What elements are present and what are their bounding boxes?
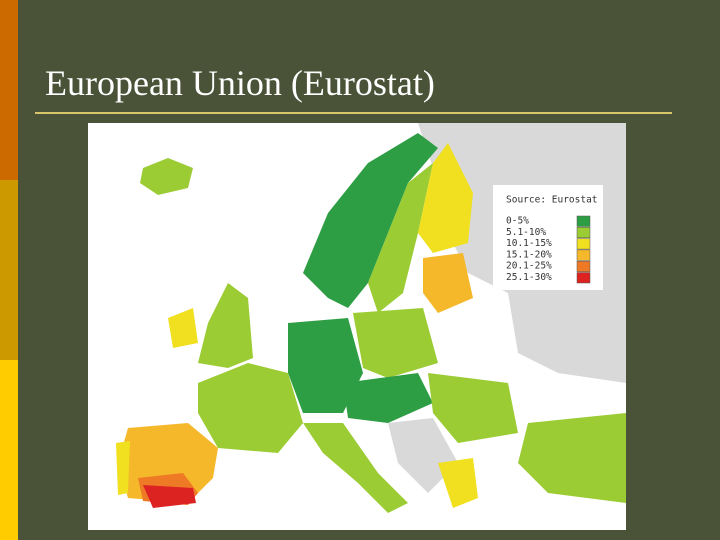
legend-label: 0-5% xyxy=(506,216,529,227)
legend-label: 15.1-20% xyxy=(506,249,552,260)
map: Source: Eurostat 0-5%5.1-10%10.1-15%15.1… xyxy=(88,123,626,530)
title-rule xyxy=(35,112,672,114)
baltics xyxy=(423,253,473,313)
legend-label: 20.1-25% xyxy=(506,261,552,272)
greece xyxy=(438,458,478,508)
legend-source: Source: Eurostat xyxy=(506,195,598,206)
legend: Source: Eurostat 0-5%5.1-10%10.1-15%15.1… xyxy=(506,195,598,284)
legend-label: 25.1-30% xyxy=(506,272,552,283)
norway xyxy=(303,133,438,308)
andalusia xyxy=(143,485,196,508)
accent-strip xyxy=(0,360,18,540)
legend-swatch xyxy=(576,260,591,272)
accent-strip xyxy=(0,180,18,360)
iceland xyxy=(140,158,193,195)
italy xyxy=(303,423,408,513)
france xyxy=(198,363,303,453)
portugal xyxy=(116,441,130,495)
romania-bulgaria xyxy=(428,373,518,443)
finland xyxy=(418,143,473,253)
legend-swatch xyxy=(576,249,591,261)
sweden xyxy=(368,163,433,313)
balkans xyxy=(388,418,458,493)
legend-label: 5.1-10% xyxy=(506,227,546,238)
ireland xyxy=(168,308,198,348)
slide-title: European Union (Eurostat) xyxy=(45,63,435,103)
central-europe xyxy=(343,373,433,423)
legend-label: 10.1-15% xyxy=(506,238,552,249)
poland xyxy=(353,308,438,378)
turkey xyxy=(518,413,626,503)
legend-swatch xyxy=(576,227,591,239)
legend-swatch xyxy=(576,238,591,250)
accent-strip xyxy=(0,0,18,180)
legend-swatch xyxy=(576,215,591,227)
great-britain xyxy=(198,283,253,368)
legend-swatch xyxy=(576,272,591,284)
